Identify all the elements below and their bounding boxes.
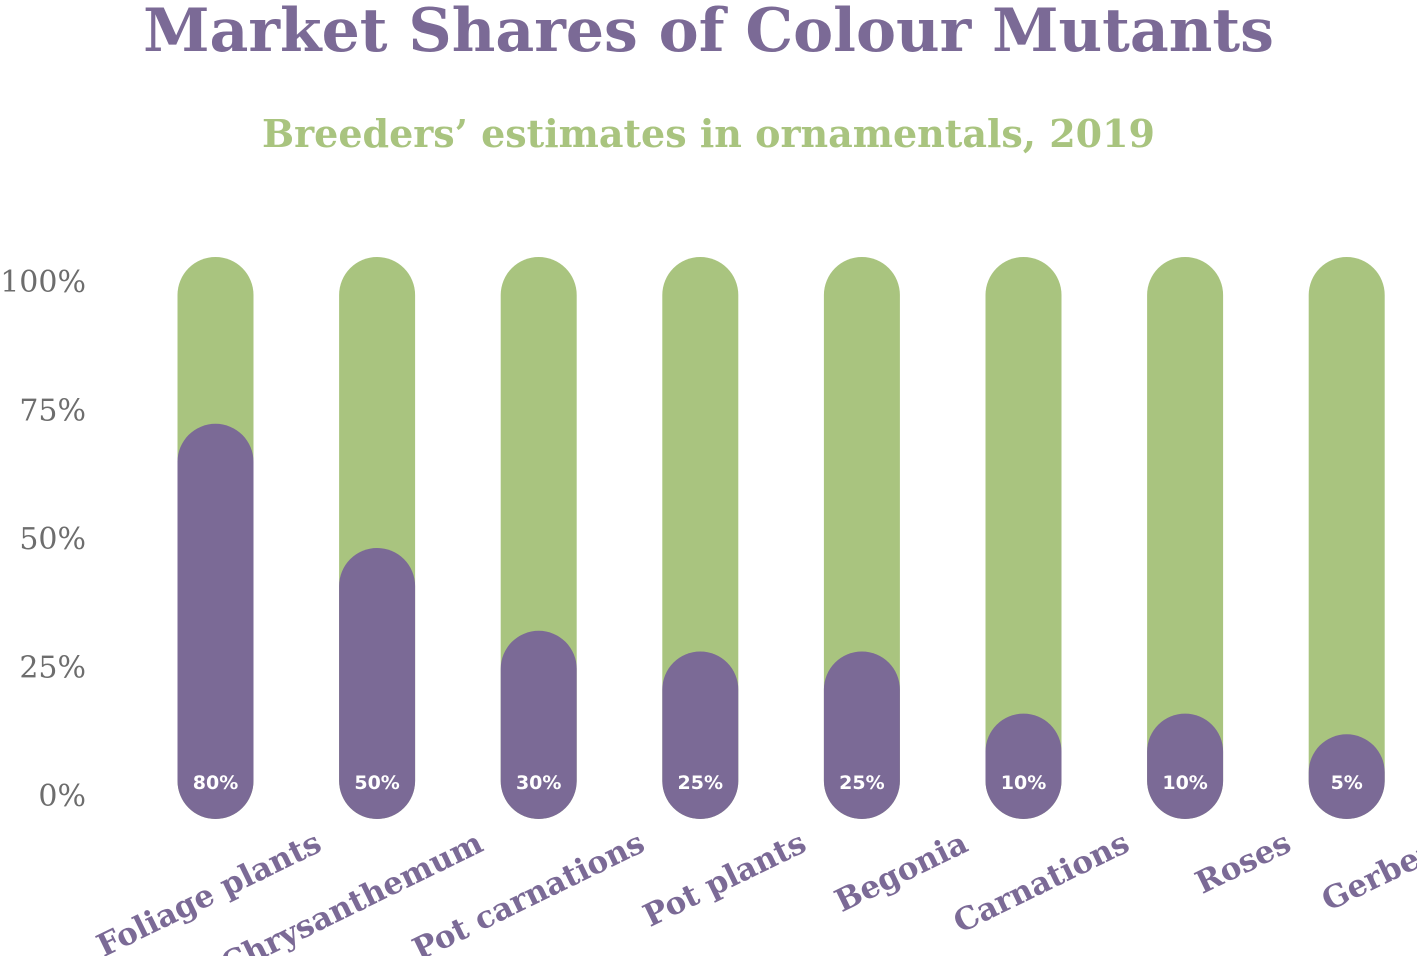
bar [1147,713,1224,819]
x-tick-label: Pot plants [638,825,812,935]
bars: 80% 50% 30% 25% 25% 10% 10% 5% [177,257,1385,819]
bar [339,548,416,819]
data-label: 80% [193,772,238,794]
x-tick-label: Gerbera [1316,825,1417,919]
data-label: 25% [839,772,884,794]
data-label: 10% [1162,772,1207,794]
data-label: 30% [516,772,561,794]
data-label: 10% [1001,772,1046,794]
bar [500,630,577,819]
bar [662,651,739,819]
x-tick-label: Roses [1190,825,1297,902]
chart-title: Market Shares of Colour Mutants [143,0,1274,66]
y-tick-label: 0% [38,779,86,814]
bar [823,651,900,819]
y-tick-label: 75% [19,394,86,429]
bar-track [1308,257,1385,819]
bar [177,423,254,819]
bar [1308,734,1385,819]
y-axis-ticks: 0% 25% 50% 75% 100% [0,265,86,814]
y-tick-label: 25% [19,651,86,686]
bar-track [985,257,1062,819]
bar-track [1147,257,1224,819]
y-tick-label: 50% [19,522,86,557]
data-label: 5% [1331,772,1363,794]
data-label: 25% [678,772,723,794]
x-tick-label: Carnations [948,825,1135,941]
data-label: 50% [354,772,399,794]
chart-subtitle: Breeders’ estimates in ornamentals, 2019 [262,111,1155,156]
bar [985,713,1062,819]
y-tick-label: 100% [0,265,86,300]
